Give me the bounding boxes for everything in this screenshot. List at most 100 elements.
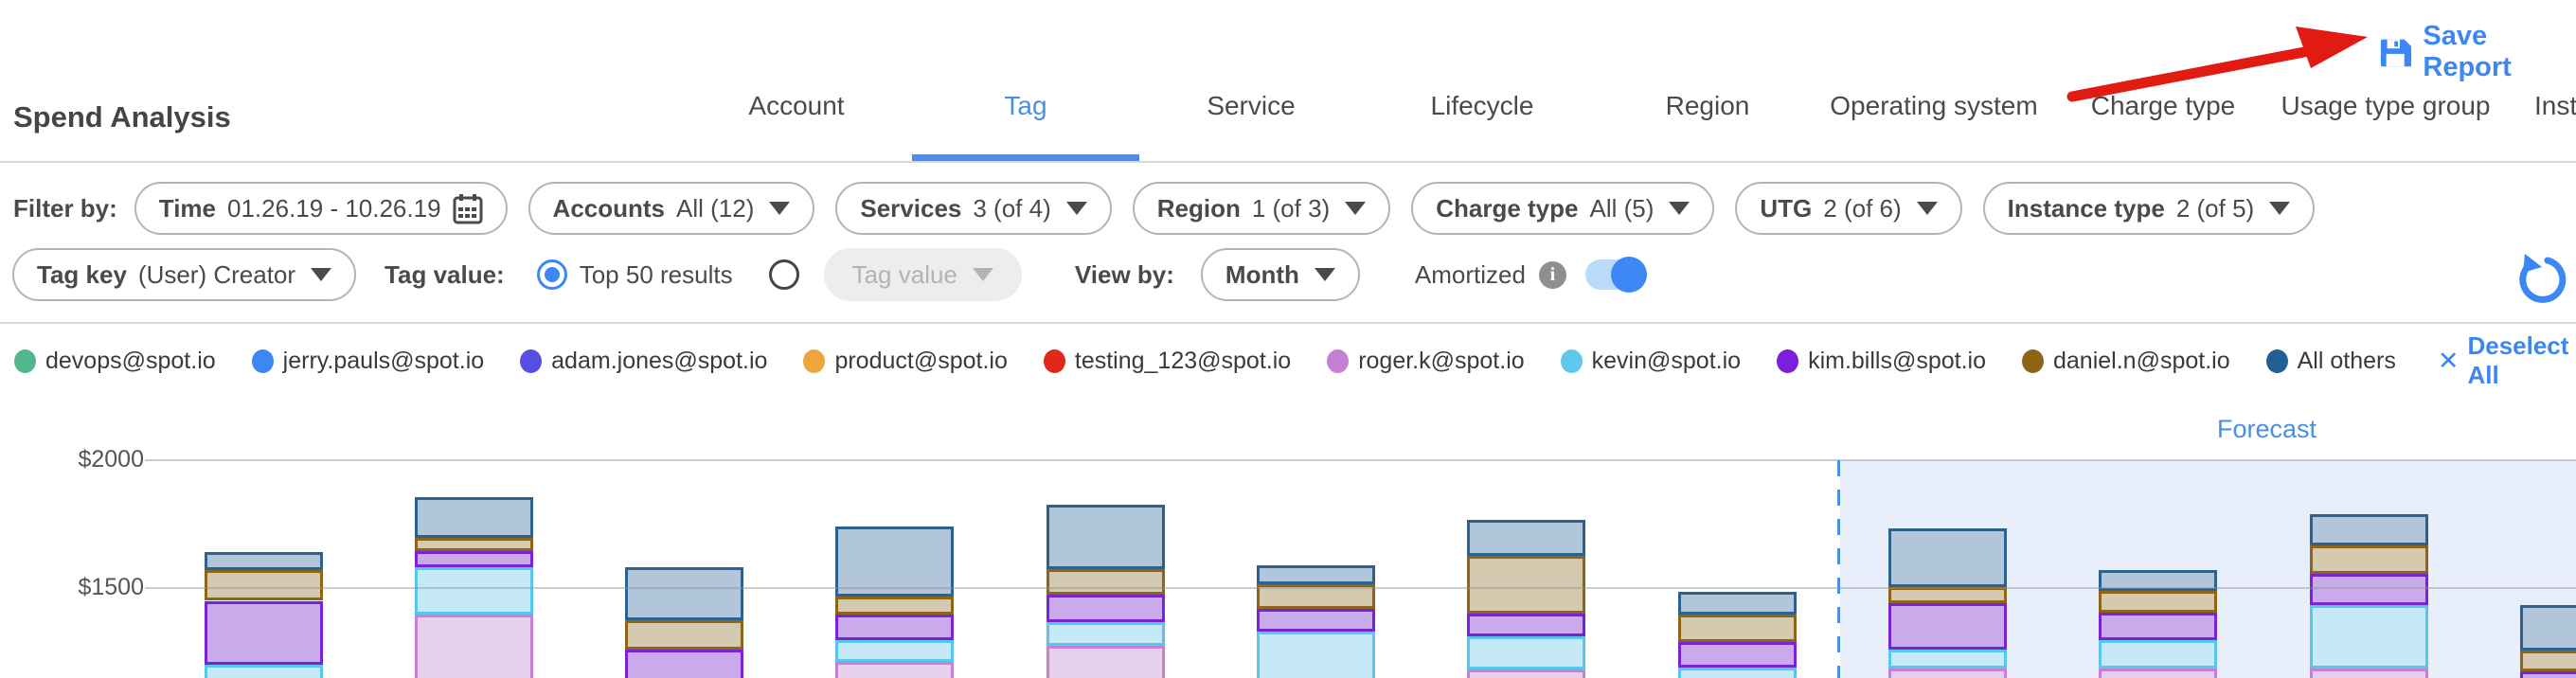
bar-segment-roger-k-spot-io[interactable]: [835, 662, 955, 678]
legend-item-daniel-n-spot-io[interactable]: daniel.n@spot.io: [2022, 348, 2230, 375]
tab-usage-type-group[interactable]: Usage type group: [2281, 91, 2491, 120]
tab-operating-system[interactable]: Operating system: [1830, 91, 2038, 120]
region-filter-pill[interactable]: Region 1 (of 3): [1132, 182, 1391, 235]
bar-segment-kevin-spot-io[interactable]: [1046, 622, 1165, 646]
utg-filter-pill[interactable]: UTG 2 (of 6): [1735, 182, 1962, 235]
tab-lifecycle[interactable]: Lifecycle: [1430, 91, 1534, 120]
legend-item-testing-123-spot-io[interactable]: testing_123@spot.io: [1043, 348, 1291, 375]
accounts-filter-pill[interactable]: Accounts All (12): [528, 182, 815, 235]
stacked-bar-6[interactable]: [1257, 398, 1375, 678]
stacked-bar-9[interactable]: [1887, 398, 2007, 678]
bar-segment-daniel-n-spot-io[interactable]: [1257, 583, 1375, 609]
bar-segment-kim-bills-spot-io[interactable]: [2309, 574, 2428, 605]
bar-segment-kim-bills-spot-io[interactable]: [1257, 608, 1375, 632]
bar-segment-kevin-spot-io[interactable]: [1887, 649, 2007, 669]
bar-segment-daniel-n-spot-io[interactable]: [1677, 615, 1797, 642]
bar-segment-daniel-n-spot-io[interactable]: [1887, 586, 2007, 604]
bar-segment-daniel-n-spot-io[interactable]: [2519, 651, 2576, 671]
bar-segment-kim-bills-spot-io[interactable]: [1046, 594, 1165, 623]
legend-item-jerry-pauls-spot-io[interactable]: jerry.pauls@spot.io: [251, 348, 484, 375]
bar-segment-all-others[interactable]: [1257, 564, 1375, 584]
legend-item-kim-bills-spot-io[interactable]: kim.bills@spot.io: [1777, 348, 1986, 375]
stacked-bar-5[interactable]: [1046, 398, 1165, 678]
time-filter-pill[interactable]: Time 01.26.19 - 10.26.19: [134, 182, 508, 235]
bar-segment-kim-bills-spot-io[interactable]: [204, 600, 323, 665]
reset-filters-icon[interactable]: [2515, 252, 2568, 305]
services-filter-pill[interactable]: Services 3 (of 4): [835, 182, 1112, 235]
tab-charge-type[interactable]: Charge type: [2090, 91, 2236, 120]
bar-segment-all-others[interactable]: [2309, 513, 2428, 546]
bar-segment-daniel-n-spot-io[interactable]: [835, 597, 955, 616]
tag-key-dropdown[interactable]: Tag key (User) Creator: [12, 248, 357, 301]
stacked-bar-12[interactable]: [2519, 398, 2576, 678]
bar-segment-daniel-n-spot-io[interactable]: [204, 570, 323, 601]
legend-item-product-spot-io[interactable]: product@spot.io: [803, 348, 1008, 375]
stacked-bar-4[interactable]: [835, 398, 955, 678]
legend-item-roger-k-spot-io[interactable]: roger.k@spot.io: [1327, 348, 1525, 375]
tab-account[interactable]: Account: [748, 91, 845, 120]
bar-segment-all-others[interactable]: [2099, 570, 2218, 591]
bar-segment-kevin-spot-io[interactable]: [2309, 604, 2428, 669]
stacked-bar-2[interactable]: [414, 398, 533, 678]
bar-segment-all-others[interactable]: [1887, 527, 2007, 587]
bar-segment-roger-k-spot-io[interactable]: [1046, 645, 1165, 678]
bar-segment-kevin-spot-io[interactable]: [2099, 640, 2218, 669]
bar-segment-all-others[interactable]: [2519, 604, 2576, 651]
bar-segment-daniel-n-spot-io[interactable]: [2099, 590, 2218, 613]
stacked-bar-10[interactable]: [2099, 398, 2218, 678]
stacked-bar-7[interactable]: [1467, 398, 1586, 678]
charge-type-filter-pill[interactable]: Charge type All (5): [1411, 182, 1715, 235]
bar-segment-kevin-spot-io[interactable]: [414, 567, 533, 616]
bar-segment-all-others[interactable]: [1467, 520, 1586, 557]
stacked-bar-11[interactable]: [2309, 398, 2428, 678]
radio-custom-tag-value[interactable]: [768, 259, 799, 290]
legend-item-devops-spot-io[interactable]: devops@spot.io: [14, 348, 216, 375]
radio-top-50-results[interactable]: [536, 259, 567, 290]
bar-segment-kim-bills-spot-io[interactable]: [1467, 614, 1586, 637]
bar-segment-all-others[interactable]: [625, 567, 744, 620]
save-report-button[interactable]: Save Report: [2379, 21, 2576, 83]
bar-segment-kim-bills-spot-io[interactable]: [835, 615, 955, 641]
tab-inst[interactable]: Inst: [2534, 91, 2576, 120]
deselect-all-button[interactable]: ✕ Deselect All: [2438, 331, 2576, 390]
bar-segment-kim-bills-spot-io[interactable]: [1887, 603, 2007, 650]
bar-segment-kevin-spot-io[interactable]: [1467, 636, 1586, 670]
bar-segment-roger-k-spot-io[interactable]: [414, 615, 533, 678]
bar-segment-daniel-n-spot-io[interactable]: [1467, 556, 1586, 614]
bar-segment-daniel-n-spot-io[interactable]: [414, 538, 533, 551]
stacked-bar-3[interactable]: [625, 398, 744, 678]
stacked-bar-8[interactable]: [1677, 398, 1797, 678]
bar-segment-kevin-spot-io[interactable]: [1257, 631, 1375, 678]
info-icon[interactable]: i: [1538, 260, 1566, 289]
bar-segment-roger-k-spot-io[interactable]: [1467, 669, 1586, 678]
bar-segment-kim-bills-spot-io[interactable]: [2099, 612, 2218, 641]
bar-segment-daniel-n-spot-io[interactable]: [625, 619, 744, 650]
bar-segment-all-others[interactable]: [835, 526, 955, 598]
bar-segment-all-others[interactable]: [414, 497, 533, 539]
legend-item-all-others[interactable]: All others: [2265, 348, 2396, 375]
tab-tag[interactable]: Tag: [1004, 91, 1047, 120]
legend-item-adam-jones-spot-io[interactable]: adam.jones@spot.io: [520, 348, 767, 375]
amortized-toggle[interactable]: [1584, 257, 1647, 293]
bar-segment-roger-k-spot-io[interactable]: [1887, 669, 2007, 678]
legend-item-kevin-spot-io[interactable]: kevin@spot.io: [1560, 348, 1741, 375]
bar-segment-kevin-spot-io[interactable]: [204, 665, 323, 678]
bar-segment-kim-bills-spot-io[interactable]: [2519, 670, 2576, 678]
bar-segment-kim-bills-spot-io[interactable]: [1677, 641, 1797, 668]
view-by-dropdown[interactable]: Month: [1200, 248, 1360, 301]
bar-segment-roger-k-spot-io[interactable]: [2099, 669, 2218, 678]
bar-segment-all-others[interactable]: [204, 552, 323, 571]
tab-region[interactable]: Region: [1665, 91, 1750, 120]
stacked-bar-1[interactable]: [204, 398, 323, 678]
bar-segment-all-others[interactable]: [1046, 505, 1165, 569]
bar-segment-daniel-n-spot-io[interactable]: [2309, 545, 2428, 575]
tab-service[interactable]: Service: [1207, 91, 1296, 120]
bar-segment-kevin-spot-io[interactable]: [1677, 667, 1797, 678]
bar-segment-kevin-spot-io[interactable]: [835, 640, 955, 663]
bar-segment-daniel-n-spot-io[interactable]: [1046, 568, 1165, 595]
bar-segment-roger-k-spot-io[interactable]: [2309, 669, 2428, 678]
bar-segment-kim-bills-spot-io[interactable]: [414, 550, 533, 568]
bar-segment-all-others[interactable]: [1677, 592, 1797, 616]
bar-segment-kim-bills-spot-io[interactable]: [625, 649, 744, 678]
instance-type-filter-pill[interactable]: Instance type 2 (of 5): [1982, 182, 2316, 235]
